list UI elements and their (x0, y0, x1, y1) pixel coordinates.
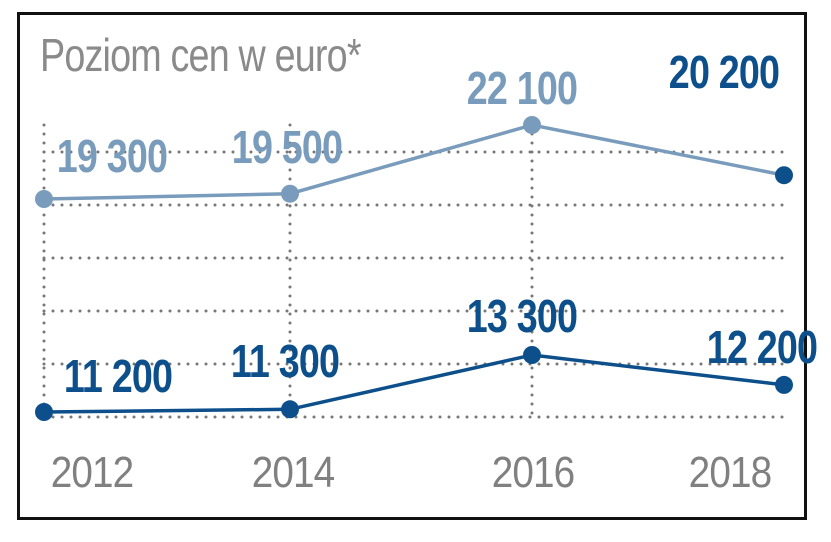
point-lower-2016 (523, 346, 541, 364)
data-label-lower-2018: 12 200 (707, 321, 817, 372)
data-label-upper-2016: 22 100 (467, 62, 577, 113)
point-lower-2014 (281, 400, 299, 419)
x-tick-2018: 2018 (689, 447, 772, 497)
data-label-lower-2012: 11 200 (64, 350, 172, 401)
data-label-upper-2018: 20 200 (669, 46, 779, 97)
data-label-lower-2014: 11 300 (231, 335, 339, 386)
series-line-lower (43, 353, 785, 414)
x-tick-2014: 2014 (252, 447, 335, 497)
point-upper-2016 (523, 116, 541, 134)
series-line-upper (43, 123, 785, 201)
point-upper-2014 (281, 184, 299, 203)
point-upper-2018 (775, 166, 793, 185)
point-lower-2018 (775, 375, 793, 394)
data-label-upper-2014: 19 500 (232, 121, 342, 172)
x-tick-2012: 2012 (51, 447, 134, 497)
point-upper-2012 (35, 190, 53, 208)
chart-frame (17, 12, 807, 520)
data-label-upper-2012: 19 300 (57, 130, 167, 181)
x-tick-2016: 2016 (492, 447, 575, 497)
chart-title: Poziom cen w euro* (40, 29, 362, 81)
data-label-lower-2016: 13 300 (467, 290, 577, 341)
point-lower-2012 (35, 403, 53, 421)
